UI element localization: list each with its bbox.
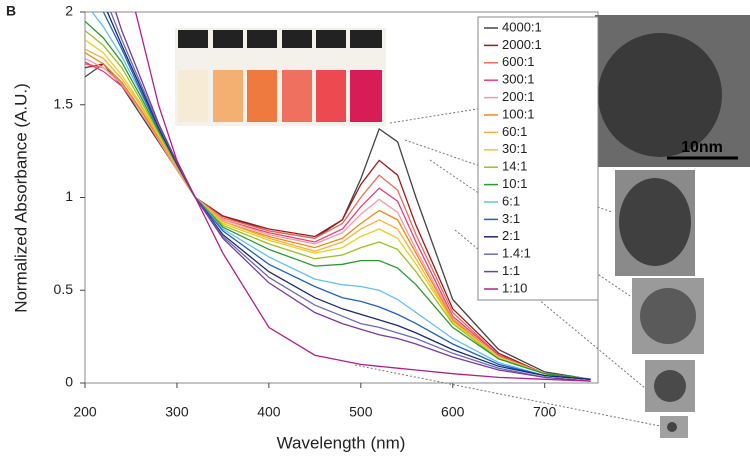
legend-label: 1:10 [502, 280, 527, 295]
legend-label: 2:1 [502, 228, 520, 243]
legend-label: 1:1 [502, 263, 520, 278]
series-line [85, 57, 591, 380]
y-tick-label: 1.5 [54, 95, 74, 111]
scale-bar-label: 10nm [681, 139, 723, 156]
series-line [91, 12, 591, 380]
legend-label: 6:1 [502, 193, 520, 208]
legend-label: 2000:1 [502, 37, 542, 52]
x-tick-label: 600 [441, 404, 465, 420]
series-line [85, 39, 591, 380]
legend-label: 200:1 [502, 89, 535, 104]
legend-label: 4000:1 [502, 19, 542, 34]
vial-photo [175, 28, 291, 126]
y-tick-label: 0.5 [54, 281, 74, 297]
legend-box [477, 16, 599, 301]
x-axis-title: Wavelength (nm) [277, 433, 406, 452]
x-tick-label: 300 [165, 404, 189, 420]
vial-photo-2 [280, 28, 386, 126]
series-line [85, 52, 591, 380]
tem-images [595, 15, 750, 438]
legend-label: 30:1 [502, 141, 527, 156]
legend-label: 100:1 [502, 106, 535, 121]
x-tick-label: 200 [73, 404, 97, 420]
lines [85, 12, 591, 382]
series-line [110, 12, 591, 382]
x-tick-label: 500 [349, 404, 373, 420]
y-tick-label: 1 [65, 188, 73, 204]
y-tick-label: 2 [65, 3, 73, 19]
panel-label: B [6, 3, 16, 19]
series-line [114, 12, 591, 382]
legend-label: 60:1 [502, 124, 527, 139]
legend-label: 14:1 [502, 159, 527, 174]
x-tick-label: 400 [257, 404, 281, 420]
x-tick-label: 700 [533, 404, 557, 420]
legend-label: 300:1 [502, 72, 535, 87]
y-tick-label: 0 [65, 374, 73, 390]
series-line [85, 30, 591, 380]
y-axis-title: Normalized Absorbance (A.U.) [11, 83, 30, 313]
legend: 4000:1 2000:1 600:1 300:1 200:1 100:1 60:1 30:1… [477, 16, 599, 301]
series-line [102, 12, 591, 380]
series-line [85, 20, 591, 380]
legend-label: 600:1 [502, 54, 535, 69]
legend-label: 10:1 [502, 176, 527, 191]
series-line [134, 12, 591, 382]
legend-label: 3:1 [502, 211, 520, 226]
series-line [106, 12, 591, 380]
legend-label: 1.4:1 [502, 246, 531, 261]
